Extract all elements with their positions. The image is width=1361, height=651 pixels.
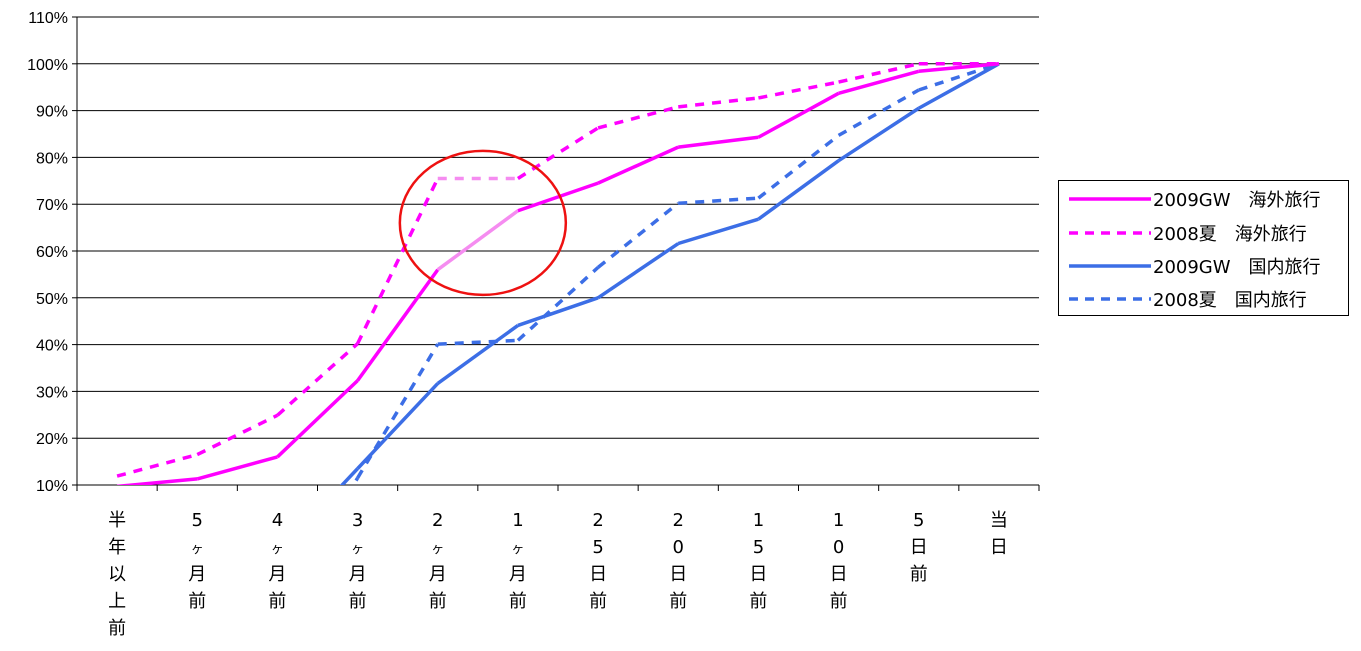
x-tick-label: 2 0 日前: [669, 510, 687, 612]
series-lines: [116, 62, 1000, 485]
y-axis-tick-labels: 10% 20% 30% 40% 50% 60% 70% 80% 90% 100% 110%: [27, 10, 68, 495]
legend-item: 2009GW 海外旅行: [1067, 183, 1347, 213]
series-segment: [339, 467, 359, 485]
series-segment: [678, 135, 759, 149]
y-tick-label: 70%: [36, 197, 68, 214]
series-segment: [838, 69, 920, 95]
series-segment: [838, 62, 920, 84]
series-segment: [917, 62, 1000, 110]
x-tick-label: 2 5 日前: [589, 510, 607, 612]
x-axis-tick-labels: 半年以上前 5 ヶ月前 4 ヶ月前 3 ヶ月前 2 ヶ月前 1 ヶ月前 2 5 日前 2 0 日前 1 5 日前 1 0 日…: [108, 510, 1008, 639]
y-tick-label: 100%: [27, 57, 68, 74]
annotation-circle: [398, 149, 568, 297]
series-segment: [516, 126, 600, 180]
y-tick-label: 40%: [36, 338, 68, 355]
x-tick-label: 2 ヶ月前: [429, 510, 447, 612]
legend-label: 2009GW 国内旅行: [1153, 257, 1321, 278]
series-segment: [837, 106, 920, 163]
x-tick-label: 5 日前: [910, 510, 928, 585]
y-tick-label: 20%: [36, 431, 68, 448]
legend-label: 2008夏 海外旅行: [1153, 224, 1307, 245]
series-segment: [276, 342, 359, 417]
legend-swatch: [1069, 231, 1151, 235]
y-tick-label: 10%: [36, 478, 68, 495]
series-segment: [677, 217, 759, 246]
series-segment: [597, 145, 679, 185]
x-tick-label: 当日: [990, 510, 1008, 558]
x-tick-label: 1 0 日前: [830, 510, 848, 612]
series-segment: [757, 159, 840, 221]
series-segment: [516, 266, 600, 342]
legend-swatch: [1069, 297, 1151, 301]
series-segment: [597, 242, 680, 300]
y-tick-label: 60%: [36, 244, 68, 261]
legend-swatch: [1069, 197, 1151, 201]
legend-label: 2009GW 海外旅行: [1153, 190, 1321, 211]
series-segment: [351, 477, 360, 485]
series-segment: [116, 452, 198, 478]
legend: 2009GW 海外旅行 2008夏 海外旅行 2009GW 国内旅行 2008夏…: [1058, 180, 1349, 316]
series-segment: [116, 477, 198, 485]
series-line: [339, 62, 1000, 485]
series-segment: [596, 201, 680, 269]
x-tick-label: 半年以上前: [108, 510, 126, 639]
series-segment: [678, 196, 759, 206]
gridlines: [77, 16, 1039, 439]
series-segment: [437, 338, 518, 346]
series-segment: [597, 105, 679, 130]
legend-label: 2008夏 国内旅行: [1153, 290, 1307, 311]
series-segment: [918, 62, 1000, 74]
y-tick-label: 30%: [36, 384, 68, 401]
series-segment: [436, 209, 519, 272]
series-segment: [678, 96, 759, 109]
series-segment: [356, 382, 440, 470]
series-segment: [517, 181, 599, 213]
series-line: [116, 62, 999, 478]
series-line: [351, 62, 1000, 485]
series-segment: [517, 296, 599, 328]
y-tick-label: 90%: [36, 104, 68, 121]
x-tick-label: 1 5 日前: [749, 510, 767, 612]
legend-swatch: [1069, 264, 1151, 268]
y-tick-label: 110%: [28, 10, 68, 27]
legend-item: 2009GW 国内旅行: [1067, 250, 1347, 280]
y-tick-label: 80%: [36, 150, 68, 167]
series-segment: [196, 413, 279, 457]
axes: [72, 16, 1040, 491]
series-segment: [436, 323, 519, 385]
series-segment: [276, 379, 359, 459]
series-segment: [758, 80, 839, 100]
x-tick-label: 3 ヶ月前: [349, 510, 367, 612]
legend-item: 2008夏 国内旅行: [1067, 283, 1347, 313]
y-tick-label: 50%: [36, 291, 68, 308]
series-segment: [196, 455, 278, 481]
annotation-layer: [398, 149, 568, 297]
series-segment: [918, 62, 1000, 92]
legend-item: 2008夏 海外旅行: [1067, 217, 1347, 247]
series-line: [116, 62, 1000, 485]
series-segment: [837, 88, 920, 137]
series-segment: [356, 177, 440, 345]
x-tick-label: 5 ヶ月前: [188, 510, 206, 612]
x-tick-label: 1 ヶ月前: [509, 510, 527, 612]
series-segment: [757, 91, 840, 139]
x-tick-label: 4 ヶ月前: [268, 510, 286, 612]
series-segment: [356, 268, 440, 382]
